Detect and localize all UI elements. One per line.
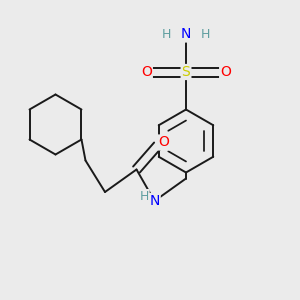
Text: O: O: [220, 65, 231, 79]
Text: H: H: [162, 28, 171, 41]
Text: H: H: [139, 190, 149, 203]
Text: N: N: [149, 194, 160, 208]
Text: O: O: [158, 136, 169, 149]
Text: H: H: [201, 28, 210, 41]
Text: O: O: [141, 65, 152, 79]
Text: N: N: [181, 28, 191, 41]
Text: S: S: [182, 65, 190, 79]
